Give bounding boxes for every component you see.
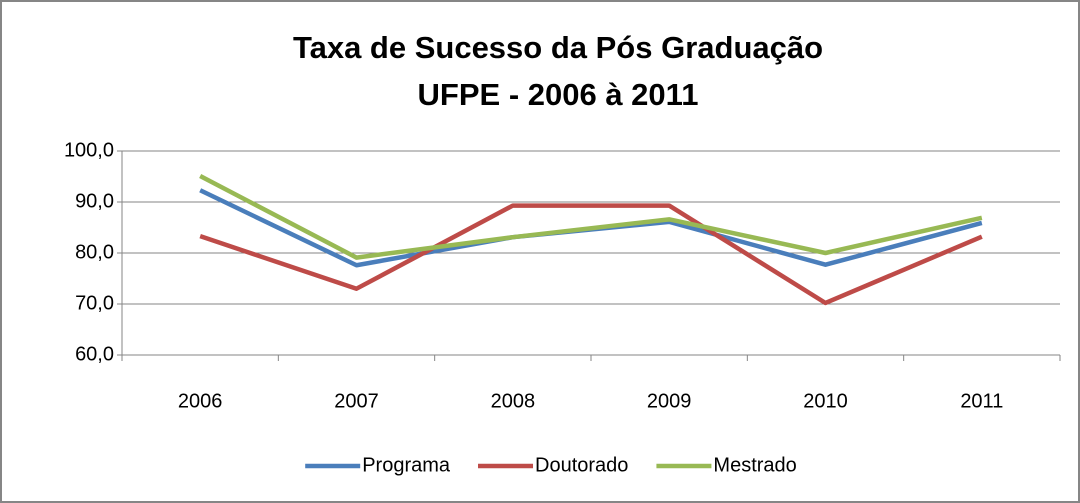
x-tick-label: 2011 (960, 390, 1003, 412)
x-tick-label: 2006 (178, 390, 223, 412)
x-tick-label: 2009 (647, 390, 692, 412)
chart-subtitle: UFPE - 2006 à 2011 (418, 77, 699, 112)
y-tick-label: 80,0 (75, 241, 114, 263)
x-tick-label: 2007 (334, 390, 379, 412)
y-tick-label: 60,0 (75, 343, 114, 365)
chart-title: Taxa de Sucesso da Pós Graduação (293, 30, 823, 65)
y-tick-label: 70,0 (75, 292, 114, 314)
legend-label: Mestrado (713, 454, 796, 476)
series-line (199, 203, 983, 306)
x-tick-label: 2008 (491, 390, 536, 412)
series-line (199, 173, 983, 260)
legend-label: Doutorado (535, 454, 628, 476)
x-tick-label: 2010 (803, 390, 848, 412)
legend-label: Programa (362, 454, 451, 476)
y-tick-label: 90,0 (75, 190, 114, 212)
y-tick-label: 100,0 (64, 139, 114, 161)
